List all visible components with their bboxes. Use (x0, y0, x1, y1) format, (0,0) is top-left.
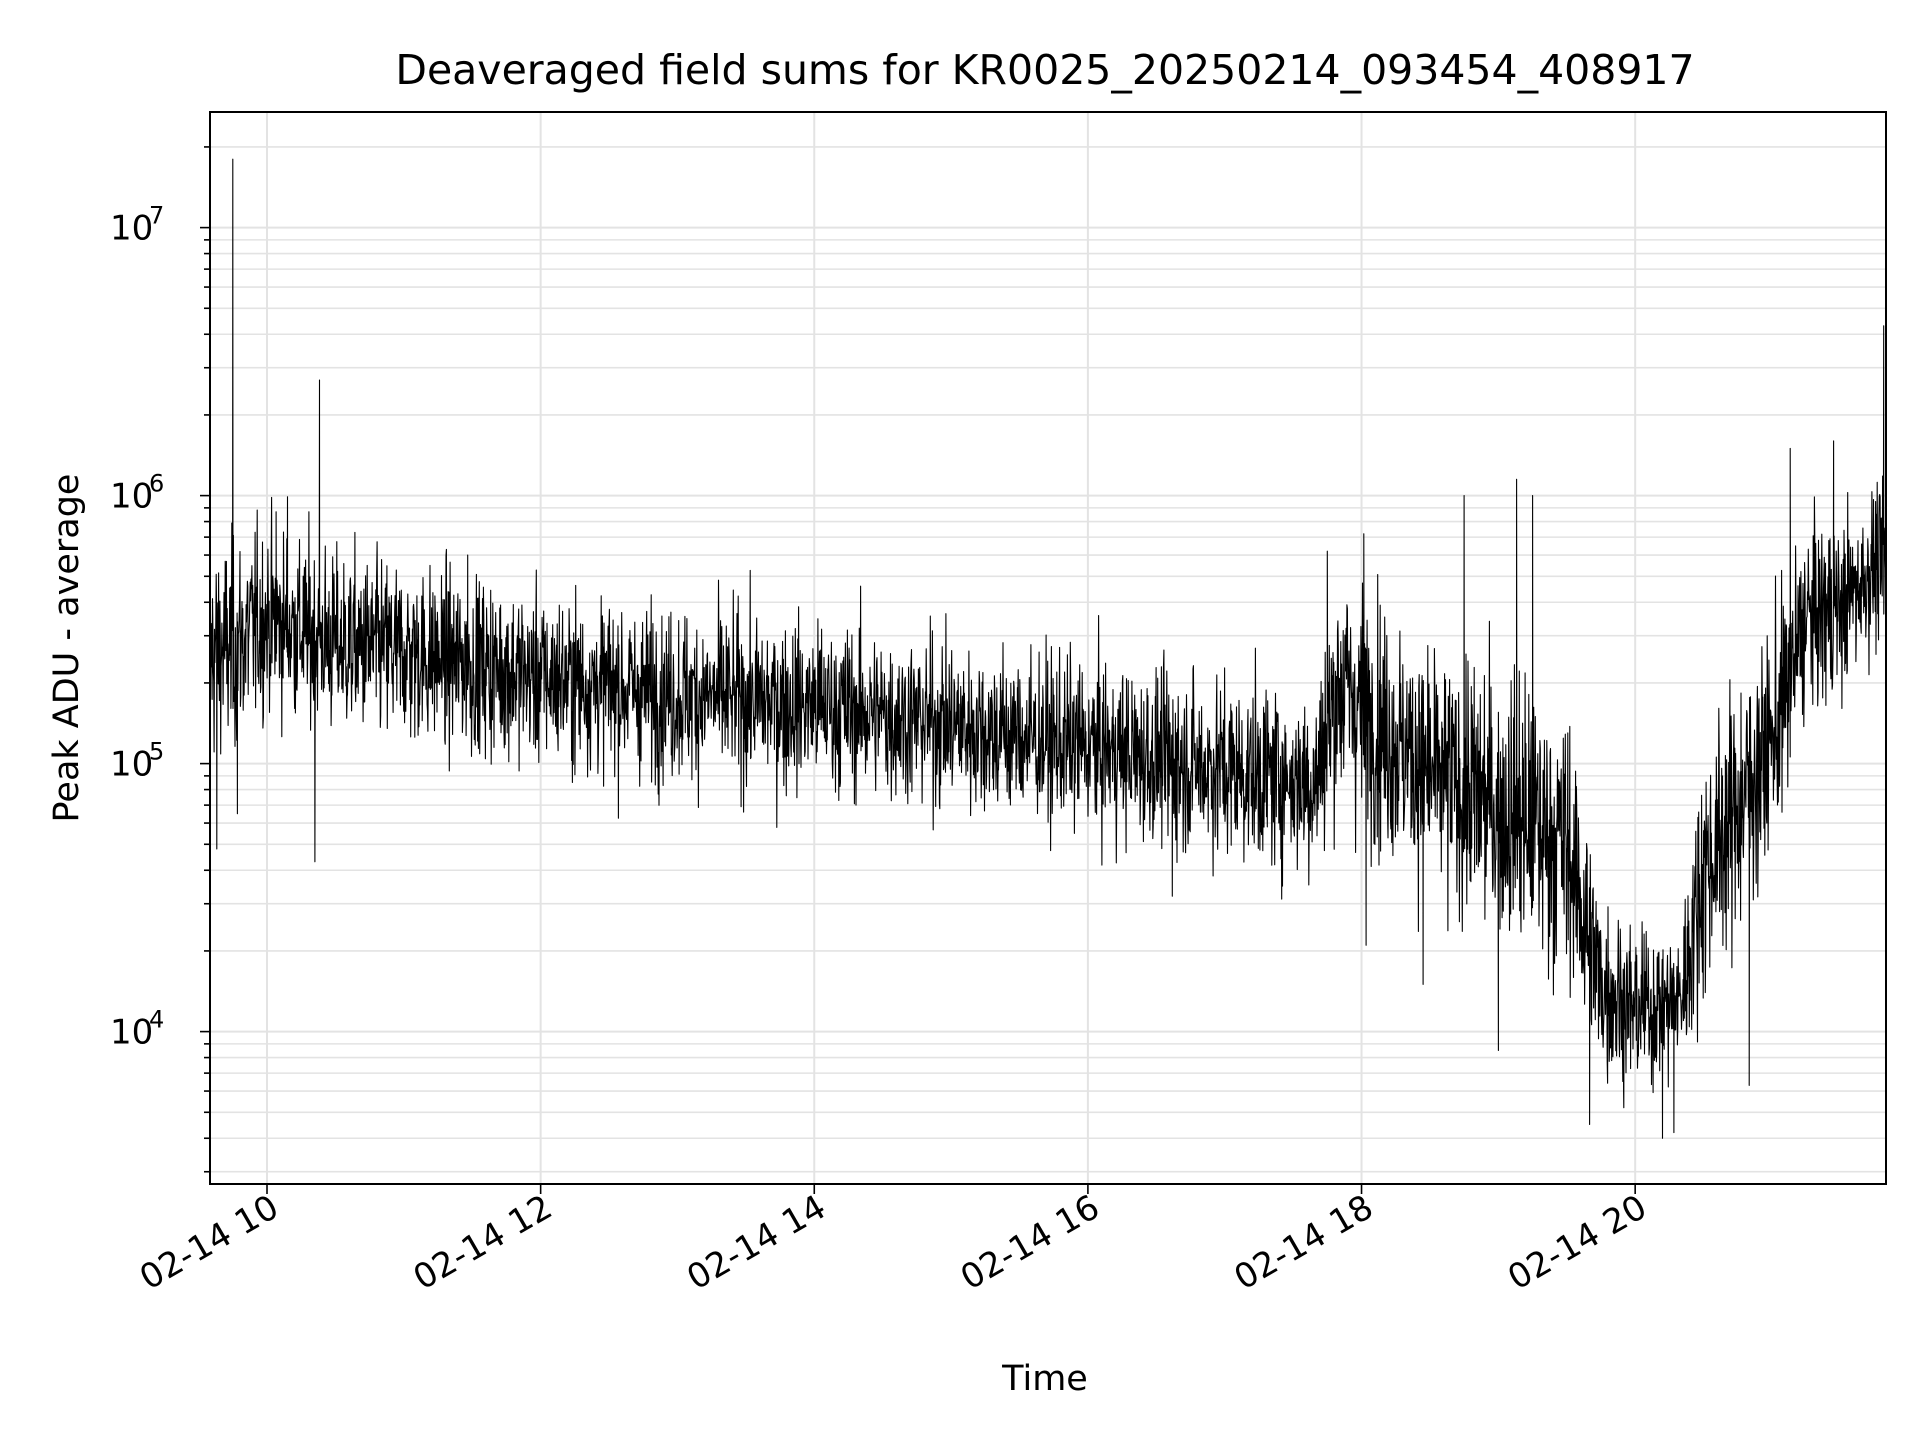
y-tick-label-exponent: 7 (149, 202, 164, 230)
grid (210, 112, 1886, 1184)
y-tick-label-base: 10 (110, 745, 153, 785)
plot-frame (209, 111, 1887, 1185)
y-tick-label: 105 (110, 738, 164, 785)
y-axis-label: Peak ADU - average (47, 474, 87, 823)
y-tick-label-base: 10 (110, 209, 153, 249)
chart-title: Deaveraged field sums for KR0025_2025021… (395, 46, 1694, 94)
y-tick-label: 104 (110, 1006, 164, 1053)
y-tick-label-base: 10 (110, 477, 153, 517)
y-tick-label-exponent: 6 (149, 470, 164, 498)
x-axis-label: Time (1001, 1359, 1088, 1399)
y-tick-label-exponent: 4 (149, 1006, 164, 1034)
series-line (209, 158, 1887, 1139)
series-path (209, 158, 1887, 1139)
y-tick-label: 106 (110, 470, 164, 517)
y-tick-label-base: 10 (110, 1013, 153, 1053)
y-tick-label-exponent: 5 (149, 738, 164, 766)
y-tick-label: 107 (110, 202, 164, 249)
